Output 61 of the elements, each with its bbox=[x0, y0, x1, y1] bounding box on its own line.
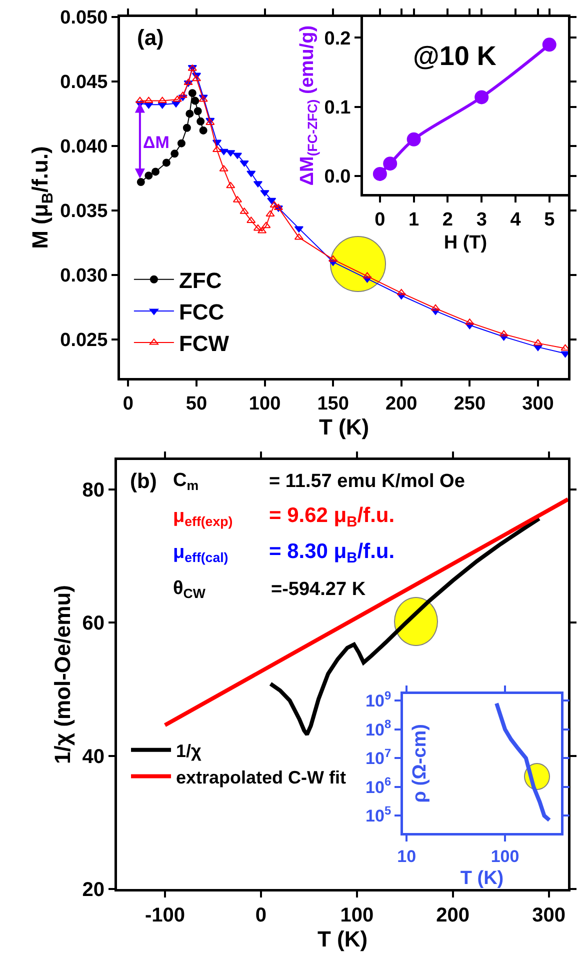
x-axis-title: T (K) bbox=[460, 868, 504, 889]
annotation: = 9.62 μ$_{B}$/f.u. bbox=[269, 504, 395, 530]
annotation: =-594.27 K bbox=[271, 579, 366, 600]
x-tick-label: 100 bbox=[490, 846, 520, 866]
y-tick-label: 0.045 bbox=[60, 72, 108, 94]
x-tick-label: 0 bbox=[374, 209, 386, 230]
x-tick-label: -100 bbox=[144, 904, 185, 926]
annotation: μ$_{eff(exp)}$ bbox=[173, 506, 233, 529]
x-tick-label: 250 bbox=[454, 393, 486, 414]
x-tick-label: 0 bbox=[255, 904, 267, 926]
x-tick-label: 4 bbox=[510, 209, 522, 230]
x-tick-label: 5 bbox=[544, 209, 556, 230]
x-tick-label: 10 bbox=[397, 846, 416, 866]
legend-label: extrapolated C-W fit bbox=[176, 767, 346, 788]
annotation: @10 K bbox=[413, 41, 497, 71]
y-tick-label: 10$^{8}$ bbox=[366, 717, 392, 740]
x-tick-label: 300 bbox=[522, 393, 554, 414]
x-tick-label: 50 bbox=[186, 393, 208, 414]
y-tick-label: 20 bbox=[82, 879, 104, 901]
x-axis-title: H (T) bbox=[444, 232, 488, 254]
annotation: = 11.57 emu K/mol Oe bbox=[269, 471, 465, 492]
annotation: θ$_{CW}$ bbox=[173, 578, 206, 601]
annotation: ΔM bbox=[143, 133, 170, 152]
y-tick-label: 10$^{9}$ bbox=[366, 688, 392, 711]
legend-label: FCW bbox=[178, 331, 230, 356]
annotation: μ$_{eff(cal)}$ bbox=[173, 542, 228, 565]
x-tick-label: 300 bbox=[532, 904, 566, 926]
y-tick-label: 0.1 bbox=[324, 98, 352, 119]
x-tick-label: 100 bbox=[248, 393, 281, 414]
annotation: (b) bbox=[130, 470, 157, 493]
legend-label: ZFC bbox=[178, 268, 222, 293]
y-tick-label: 0.025 bbox=[60, 330, 108, 351]
x-tick-label: 200 bbox=[386, 393, 418, 414]
x-axis-title: T (K) bbox=[317, 926, 368, 952]
y-tick-label: 0.040 bbox=[60, 136, 108, 158]
legend-label: 1/χ bbox=[176, 740, 202, 761]
x-tick-label: 200 bbox=[436, 904, 470, 926]
x-tick-label: 150 bbox=[317, 393, 349, 414]
y-axis-title: ρ (Ω-cm) bbox=[410, 724, 431, 803]
y-tick-label: 60 bbox=[82, 612, 104, 635]
annotation: (a) bbox=[137, 25, 164, 50]
y-tick-label: 0.030 bbox=[60, 266, 108, 287]
y-tick-label: 40 bbox=[82, 746, 104, 768]
y-axis-title: 1/χ (mol-Oe/emu) bbox=[50, 585, 75, 764]
x-tick-label: 3 bbox=[476, 209, 487, 230]
annotation: = 8.30 μ$_{B}$/f.u. bbox=[269, 540, 395, 566]
x-tick-label: 1 bbox=[408, 209, 420, 230]
x-tick-label: 0 bbox=[122, 393, 134, 414]
y-tick-label: 0.050 bbox=[60, 8, 108, 29]
y-tick-label: 0.2 bbox=[324, 28, 351, 50]
legend-label: FCC bbox=[178, 300, 224, 325]
y-tick-label: 80 bbox=[82, 479, 104, 502]
y-tick-label: 0.035 bbox=[60, 201, 108, 222]
annotation: C$_{m}$ bbox=[173, 470, 199, 493]
x-tick-label: 100 bbox=[340, 904, 374, 926]
x-axis-title: T (K) bbox=[318, 414, 370, 440]
y-tick-label: 0.0 bbox=[324, 166, 351, 188]
y-tick-label: 10$^{5}$ bbox=[366, 803, 392, 826]
x-tick-label: 2 bbox=[442, 209, 453, 230]
y-tick-label: 10$^{6}$ bbox=[366, 774, 392, 797]
y-tick-label: 10$^{7}$ bbox=[366, 746, 392, 768]
